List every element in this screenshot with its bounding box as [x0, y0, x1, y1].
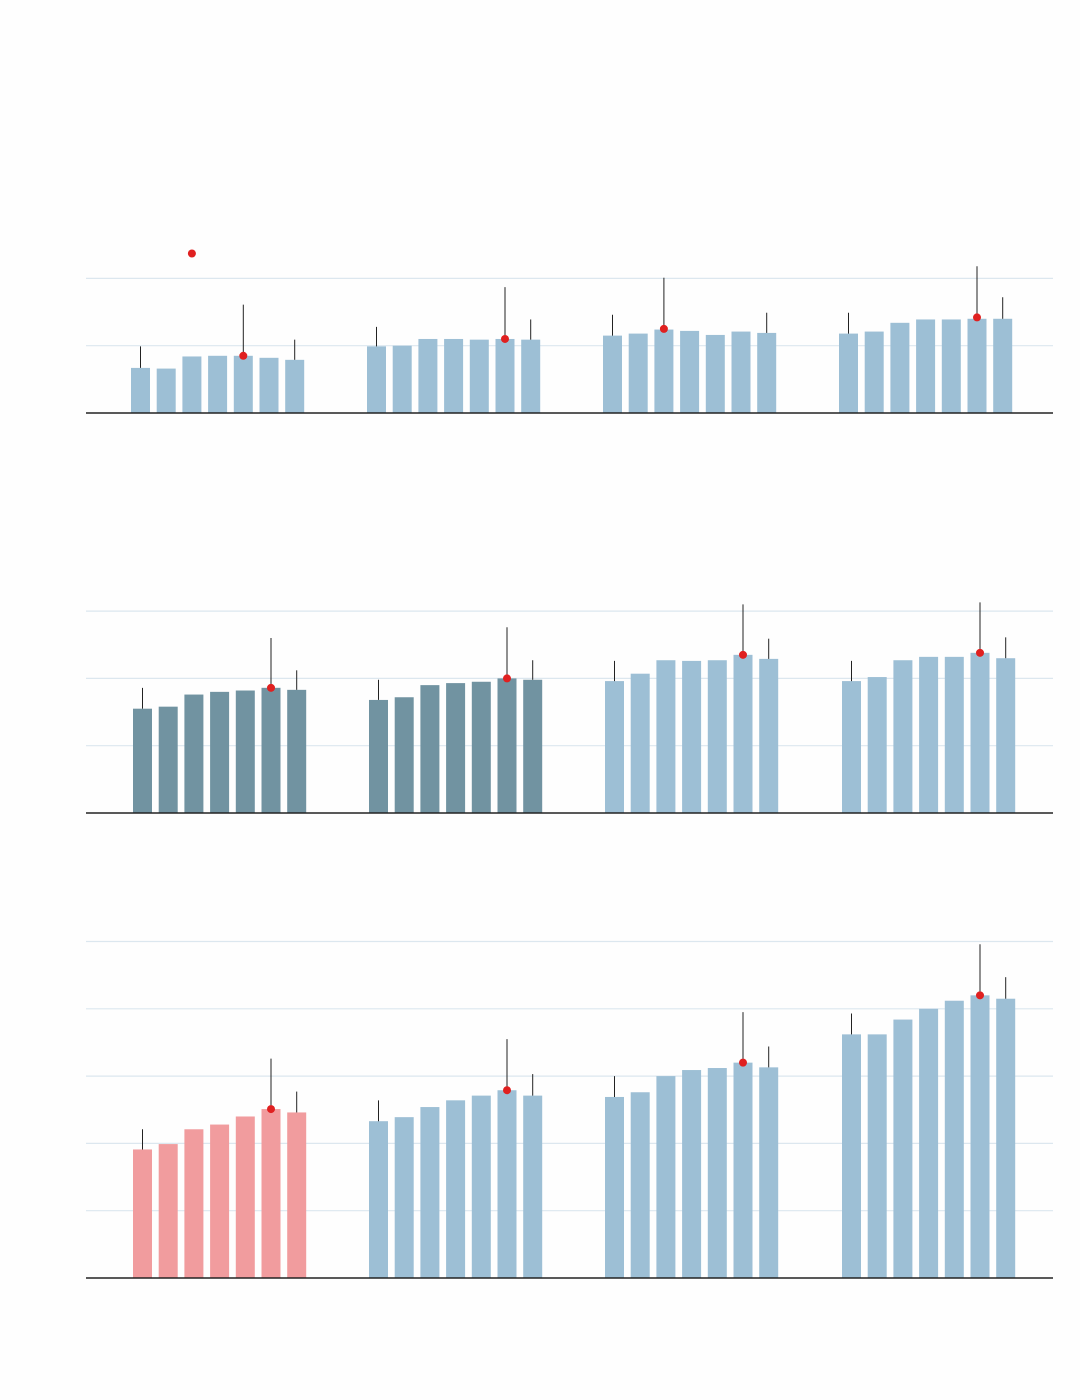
- marker-dot: [503, 674, 511, 683]
- bar: [394, 1117, 414, 1278]
- bar: [705, 334, 725, 413]
- bar: [916, 319, 936, 413]
- bar: [156, 368, 176, 413]
- bar: [420, 685, 440, 813]
- bar: [759, 1067, 779, 1278]
- bar: [471, 1095, 491, 1278]
- bar: [839, 333, 858, 413]
- bar: [369, 699, 388, 813]
- bar: [131, 367, 150, 413]
- bar: [630, 1092, 650, 1278]
- bar: [731, 331, 751, 413]
- bar: [605, 681, 624, 813]
- bar: [287, 689, 307, 813]
- bar: [133, 1149, 152, 1278]
- bar: [497, 1090, 517, 1278]
- marker-dot: [503, 1086, 511, 1095]
- bar: [680, 330, 700, 413]
- bar: [184, 1129, 204, 1278]
- marker-dot: [976, 648, 984, 657]
- bar: [285, 359, 305, 413]
- bar: [394, 697, 414, 813]
- bar: [235, 1116, 255, 1278]
- bar: [890, 322, 910, 413]
- bar: [967, 318, 987, 413]
- bar: [993, 318, 1013, 413]
- bar: [682, 660, 702, 813]
- bar: [521, 339, 541, 413]
- bar: [733, 654, 753, 813]
- marker-dot: [239, 351, 248, 360]
- bar: [446, 683, 466, 813]
- bar: [369, 1121, 388, 1278]
- marker-dot: [739, 650, 747, 659]
- bar: [867, 677, 887, 813]
- bar: [158, 706, 178, 813]
- bar: [996, 658, 1016, 813]
- bar: [392, 345, 412, 413]
- bar: [367, 346, 386, 413]
- marker-dot: [659, 324, 668, 333]
- bar: [757, 332, 777, 413]
- bar: [208, 355, 228, 413]
- bar: [893, 1019, 913, 1278]
- bar: [996, 998, 1016, 1278]
- bar: [235, 690, 255, 813]
- bar: [656, 1076, 676, 1278]
- legend-marker-dot: [187, 249, 196, 258]
- bar: [261, 1109, 281, 1278]
- bar: [605, 1096, 624, 1278]
- bar: [630, 673, 650, 813]
- bar: [654, 329, 674, 413]
- bar: [497, 678, 517, 813]
- bar: [656, 660, 676, 813]
- bar: [182, 356, 202, 413]
- bar: [444, 338, 464, 413]
- bar: [233, 355, 253, 413]
- bar: [759, 658, 779, 813]
- marker-dot: [501, 334, 509, 343]
- bar: [261, 687, 281, 813]
- bar: [184, 694, 204, 813]
- bar: [133, 708, 152, 813]
- bar: [603, 335, 622, 413]
- bar: [210, 691, 230, 813]
- bar: [944, 1000, 964, 1278]
- bar: [707, 660, 727, 813]
- bar: [471, 681, 491, 813]
- marker-dot: [976, 991, 984, 1000]
- bar: [970, 652, 990, 813]
- marker-dot: [267, 1105, 275, 1114]
- marker-dot: [973, 313, 981, 322]
- bar: [420, 1107, 440, 1278]
- bar: [628, 333, 648, 413]
- bar: [469, 339, 489, 413]
- bar: [287, 1112, 307, 1278]
- bar: [842, 681, 861, 813]
- bar: [158, 1144, 178, 1278]
- bar: [210, 1124, 230, 1278]
- bar: [944, 656, 964, 813]
- bar: [707, 1068, 727, 1278]
- bar: [970, 995, 990, 1278]
- bar: [941, 319, 961, 413]
- bar: [682, 1070, 702, 1278]
- bar: [733, 1062, 753, 1278]
- bar: [919, 656, 939, 813]
- bar: [259, 357, 279, 413]
- marker-dot: [739, 1058, 747, 1067]
- marker-dot: [267, 683, 275, 692]
- bar: [867, 1034, 887, 1278]
- bar: [523, 1095, 543, 1278]
- bar: [446, 1100, 466, 1278]
- bar: [864, 331, 884, 413]
- bar: [495, 338, 515, 413]
- bar: [919, 1008, 939, 1278]
- bar: [842, 1034, 861, 1278]
- bar: [418, 338, 438, 413]
- bar: [523, 679, 543, 813]
- bar: [893, 660, 913, 813]
